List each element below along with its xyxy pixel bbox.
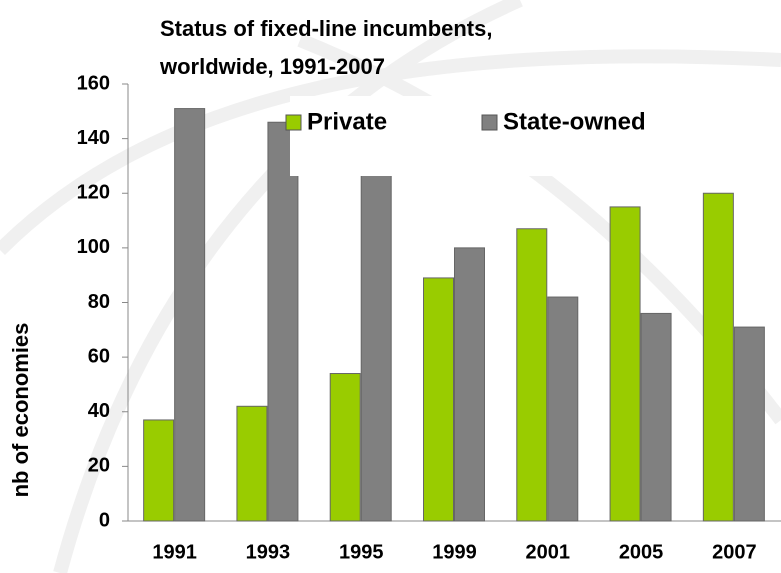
x-tick-label: 1995	[339, 541, 384, 563]
bar	[267, 121, 299, 522]
bar	[329, 373, 361, 522]
bar	[609, 206, 641, 522]
bar	[236, 405, 268, 522]
bar	[454, 247, 485, 522]
y-tick-label: 160	[77, 72, 110, 94]
bar	[423, 277, 454, 522]
bar	[702, 192, 734, 522]
x-tick-label: 2005	[619, 541, 664, 563]
y-axis-label: nb of economies	[8, 323, 33, 498]
x-tick-label: 2007	[712, 541, 757, 563]
legend-swatch	[481, 114, 498, 131]
x-tick-label: 2001	[526, 541, 571, 563]
legend-swatch	[285, 114, 302, 131]
y-tick-label: 140	[77, 127, 110, 149]
y-tick-label: 120	[77, 182, 110, 204]
x-tick-label: 1999	[432, 541, 477, 563]
chart-title: Status of fixed-line incumbents,	[160, 16, 492, 41]
y-tick-label: 100	[77, 236, 110, 258]
y-tick-label: 0	[99, 509, 110, 531]
y-tick-label: 40	[88, 400, 110, 422]
x-tick-label: 1993	[246, 541, 291, 563]
bar	[733, 326, 765, 522]
x-tick-label: 1991	[152, 541, 197, 563]
bar	[516, 228, 548, 522]
bar	[547, 296, 579, 522]
bar	[640, 312, 672, 522]
bar	[143, 419, 175, 522]
legend-label: Private	[307, 108, 387, 135]
bar	[174, 108, 206, 522]
legend-box	[290, 96, 710, 176]
y-tick-label: 60	[88, 345, 110, 367]
y-tick-label: 80	[88, 291, 110, 313]
y-tick-label: 20	[88, 455, 110, 477]
legend-label: State-owned	[503, 108, 646, 135]
bar	[360, 138, 392, 522]
chart-title: worldwide, 1991-2007	[159, 54, 385, 79]
